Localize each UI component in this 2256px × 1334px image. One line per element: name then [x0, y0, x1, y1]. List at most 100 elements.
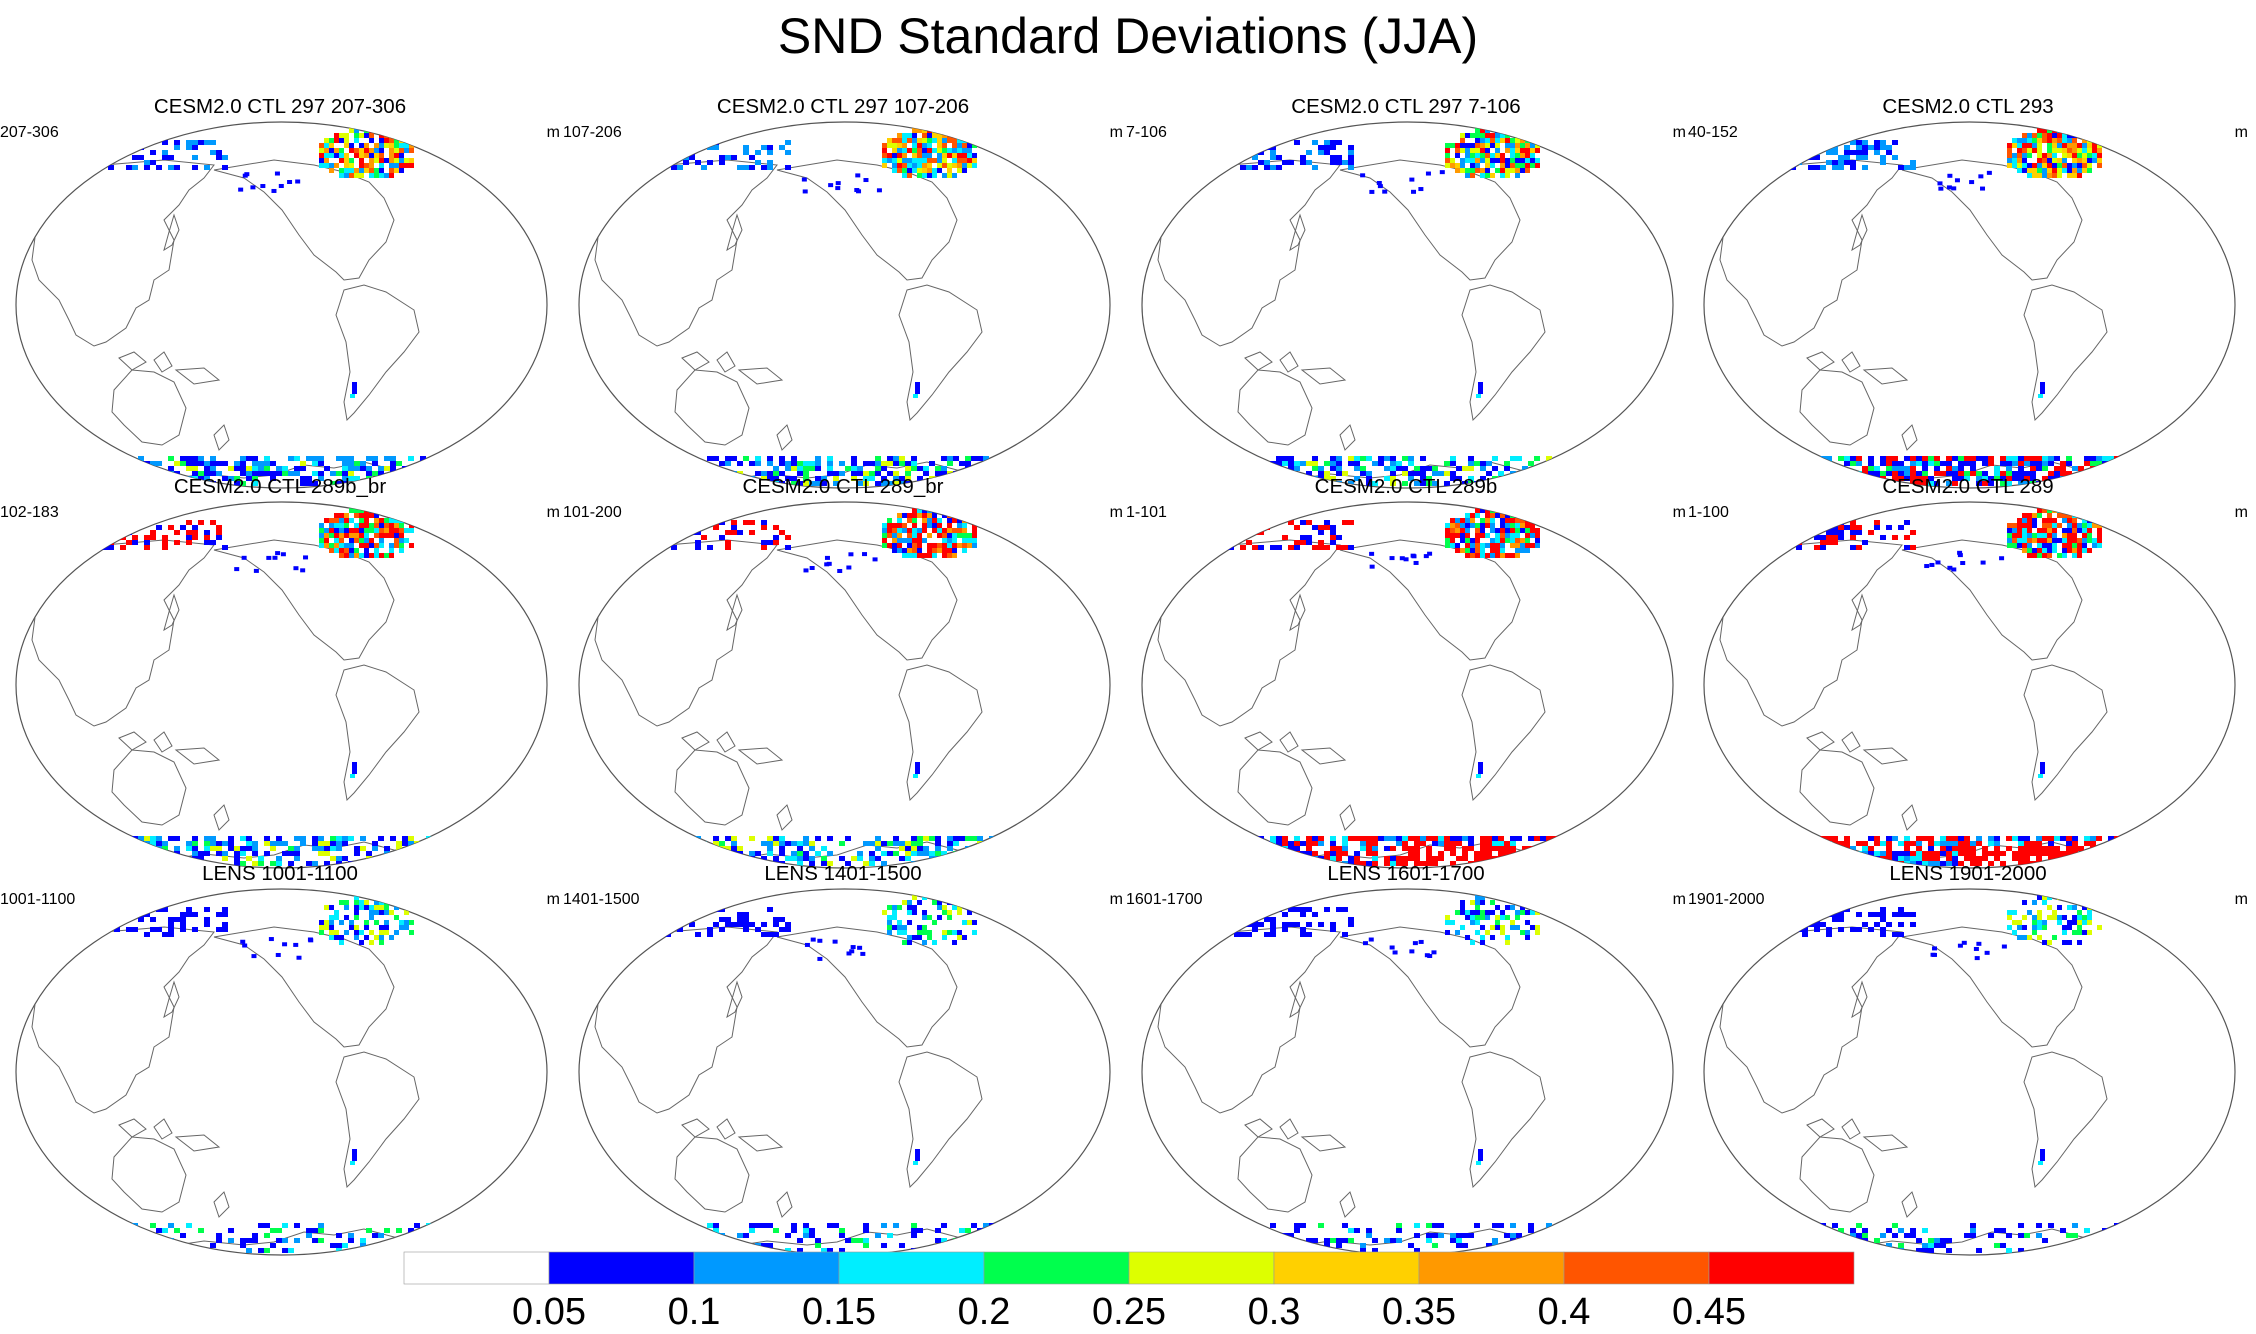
world-map — [15, 121, 548, 489]
map-outline — [578, 501, 1111, 869]
panel-title: CESM2.0 CTL 293 — [1882, 95, 2054, 118]
coastline-nz — [1339, 424, 1356, 451]
panel-title: LENS 1601-1700 — [1327, 862, 1485, 885]
map-panel: CESM2.0 CTL 297 107-206 107-206 m — [563, 95, 1123, 490]
panel-title: LENS 1401-1500 — [764, 862, 922, 885]
coastline-samer — [335, 284, 420, 422]
colorbar-segment — [548, 1251, 695, 1285]
coastline-sea — [1806, 351, 1909, 385]
colorbar-tick-label: 0.1 — [667, 1291, 721, 1333]
colorbar-segment — [1563, 1251, 1710, 1285]
coastline-asia — [31, 539, 215, 727]
coastline-nz — [1339, 804, 1356, 831]
coastline-aus — [111, 369, 187, 446]
world-map — [1703, 888, 2236, 1256]
coastline-sea — [681, 351, 784, 385]
map-outline — [1141, 121, 1674, 489]
map-panel: CESM2.0 CTL 297 7-106 7-106 m — [1126, 95, 1686, 490]
panel-title: CESM2.0 CTL 289b — [1314, 475, 1498, 498]
coastline-samer — [2023, 284, 2108, 422]
panel-units: m — [1109, 891, 1123, 908]
coastline-samer — [1461, 1051, 1546, 1189]
coastline-asia — [31, 926, 215, 1114]
coastline-asia — [594, 539, 778, 727]
coastline-samer — [2023, 1051, 2108, 1189]
coastline-samer — [2023, 664, 2108, 802]
coastline-aus — [1237, 1136, 1313, 1213]
coastline-asia — [1719, 539, 1903, 727]
coastline-samer — [898, 664, 983, 802]
panel-title: CESM2.0 CTL 297 7-106 — [1291, 95, 1521, 118]
panel-year-range: 1401-1500 — [563, 891, 640, 908]
map-panel: CESM2.0 CTL 297 207-306 207-306 m — [0, 95, 560, 490]
coastline-sea — [118, 731, 221, 765]
coastline-aus — [1237, 749, 1313, 826]
coastline-asia — [594, 926, 778, 1114]
panel-units: m — [2234, 891, 2248, 908]
coastline-sea — [681, 1118, 784, 1152]
colorbar-tick-label: 0.2 — [957, 1291, 1011, 1333]
coastline-nz — [776, 424, 793, 451]
panel-units: m — [1672, 124, 1686, 141]
panel-units: m — [546, 124, 560, 141]
coastline-nz — [1901, 424, 1918, 451]
map-outline — [15, 888, 548, 1256]
coastline-asia — [594, 159, 778, 347]
coastline-aus — [1799, 749, 1875, 826]
world-map — [1703, 121, 2236, 489]
coastline-asia — [1157, 926, 1341, 1114]
panel-year-range: 1601-1700 — [1126, 891, 1203, 908]
colorbar — [403, 1251, 1855, 1285]
colorbar-tick-label: 0.05 — [512, 1291, 586, 1333]
coastline-aus — [1799, 1136, 1875, 1213]
coastline-asia — [31, 159, 215, 347]
snow-depth-shading — [1772, 508, 2132, 866]
panel-title: LENS 1001-1100 — [202, 862, 358, 885]
coastline-sea — [1806, 1118, 1909, 1152]
panel-units: m — [546, 504, 560, 521]
map-panel: CESM2.0 CTL 293 40-152 m — [1688, 95, 2248, 490]
figure-title: SND Standard Deviations (JJA) — [777, 8, 1479, 64]
colorbar-tick-label: 0.35 — [1382, 1291, 1456, 1333]
colorbar-segment — [403, 1251, 550, 1285]
coastline-nz — [1901, 804, 1918, 831]
coastline-japan — [163, 980, 180, 1019]
panel-units: m — [1109, 504, 1123, 521]
panel-title: CESM2.0 CTL 297 207-306 — [153, 95, 407, 118]
coastline-aus — [674, 1136, 750, 1213]
coastline-aus — [1237, 369, 1313, 446]
coastline-samer — [1461, 664, 1546, 802]
colorbar-segment — [838, 1251, 985, 1285]
map-outline — [578, 121, 1111, 489]
colorbar-tick-label: 0.25 — [1092, 1291, 1166, 1333]
coastline-nz — [1901, 1191, 1918, 1218]
coastline-nz — [776, 1191, 793, 1218]
world-map — [578, 501, 1111, 869]
coastline-sea — [1806, 731, 1909, 765]
world-map — [1141, 121, 1674, 489]
map-panel: LENS 1001-1100 1001-1100 m — [0, 862, 560, 1257]
colorbar-segment — [1708, 1251, 1855, 1285]
panel-units: m — [1672, 891, 1686, 908]
colorbar-segment — [1418, 1251, 1565, 1285]
snow-depth-shading — [84, 508, 444, 866]
world-map — [1141, 501, 1674, 869]
panel-year-range: 1901-2000 — [1688, 891, 1765, 908]
coastline-japan — [1289, 213, 1306, 252]
world-map — [578, 888, 1111, 1256]
panel-year-range: 7-106 — [1126, 124, 1167, 141]
coastline-asia — [1719, 926, 1903, 1114]
coastline-samer — [335, 1051, 420, 1189]
panel-title: CESM2.0 CTL 289_br — [742, 475, 944, 498]
map-panel: LENS 1601-1700 1601-1700 m — [1126, 862, 1686, 1257]
panel-units: m — [546, 891, 560, 908]
map-outline — [15, 121, 548, 489]
panel-year-range: 107-206 — [563, 124, 622, 141]
panel-title: CESM2.0 CTL 297 107-206 — [716, 95, 970, 118]
map-panel: LENS 1401-1500 1401-1500 m — [563, 862, 1123, 1257]
coastline-nz — [213, 424, 230, 451]
coastline-aus — [674, 369, 750, 446]
panel-units: m — [1109, 124, 1123, 141]
panel-units: m — [2234, 504, 2248, 521]
coastline-japan — [1289, 593, 1306, 632]
